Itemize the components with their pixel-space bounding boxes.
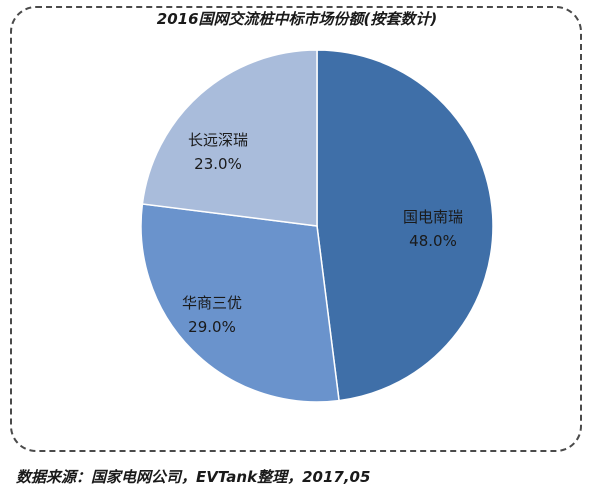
slice-label: 国电南瑞 [403,208,463,226]
pie-slice [316,49,494,402]
slice-value-label: 48.0% [409,232,457,250]
chart-title: 2016国网交流桩中标市场份额(按套数计) [0,8,594,29]
slice-label: 长远深瑞 [188,131,248,149]
slice-value-label: 23.0% [194,155,242,173]
chart-frame [10,6,582,452]
slice-value-label: 29.0% [188,318,236,336]
source-note: 数据来源：国家电网公司，EVTank整理，2017,05 [16,468,371,486]
pie-slice [141,49,318,227]
slice-label: 华商三优 [182,294,242,312]
pie-slice [140,203,340,403]
